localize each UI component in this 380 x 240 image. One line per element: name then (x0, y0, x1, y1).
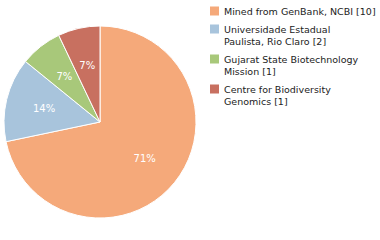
legend-entry-line: Genomics [1] (224, 96, 288, 107)
legend-entry-line: Centre for Biodiversity (224, 84, 331, 95)
legend-entry-line: Universidade Estadual (224, 24, 330, 35)
legend-swatch (210, 55, 219, 64)
legend-entry: Universidade EstadualPaulista, Rio Claro… (224, 24, 330, 47)
legend-entry-line: Paulista, Rio Claro [2] (224, 36, 326, 47)
chart-container: 71% 14% 7% 7% Mined from GenBank, NCBI [10] U… (0, 0, 380, 240)
data-label: 7% (56, 71, 72, 82)
background (0, 0, 380, 240)
legend: Mined from GenBank, NCBI [10] Universidad… (210, 6, 376, 107)
data-label: 7% (79, 60, 95, 71)
data-label: 14% (33, 103, 55, 114)
legend-entry-line: Mission [1] (224, 66, 276, 77)
legend-swatch (210, 7, 219, 16)
legend-entry: Centre for BiodiversityGenomics [1] (224, 84, 331, 107)
data-labels: 71% 14% 7% 7% (33, 60, 156, 164)
legend-entry-line: Mined from GenBank, NCBI [10] (224, 6, 376, 17)
legend-swatch (210, 85, 219, 94)
data-label: 71% (134, 153, 156, 164)
legend-swatch (210, 25, 219, 34)
legend-entry: Gujarat State BiotechnologyMission [1] (224, 54, 359, 77)
legend-entry: Mined from GenBank, NCBI [10] (224, 6, 376, 17)
slices (4, 26, 196, 218)
chart: 71% 14% 7% 7% Mined from GenBank, NCBI [10] U… (0, 0, 380, 240)
legend-entry-line: Gujarat State Biotechnology (224, 54, 359, 65)
